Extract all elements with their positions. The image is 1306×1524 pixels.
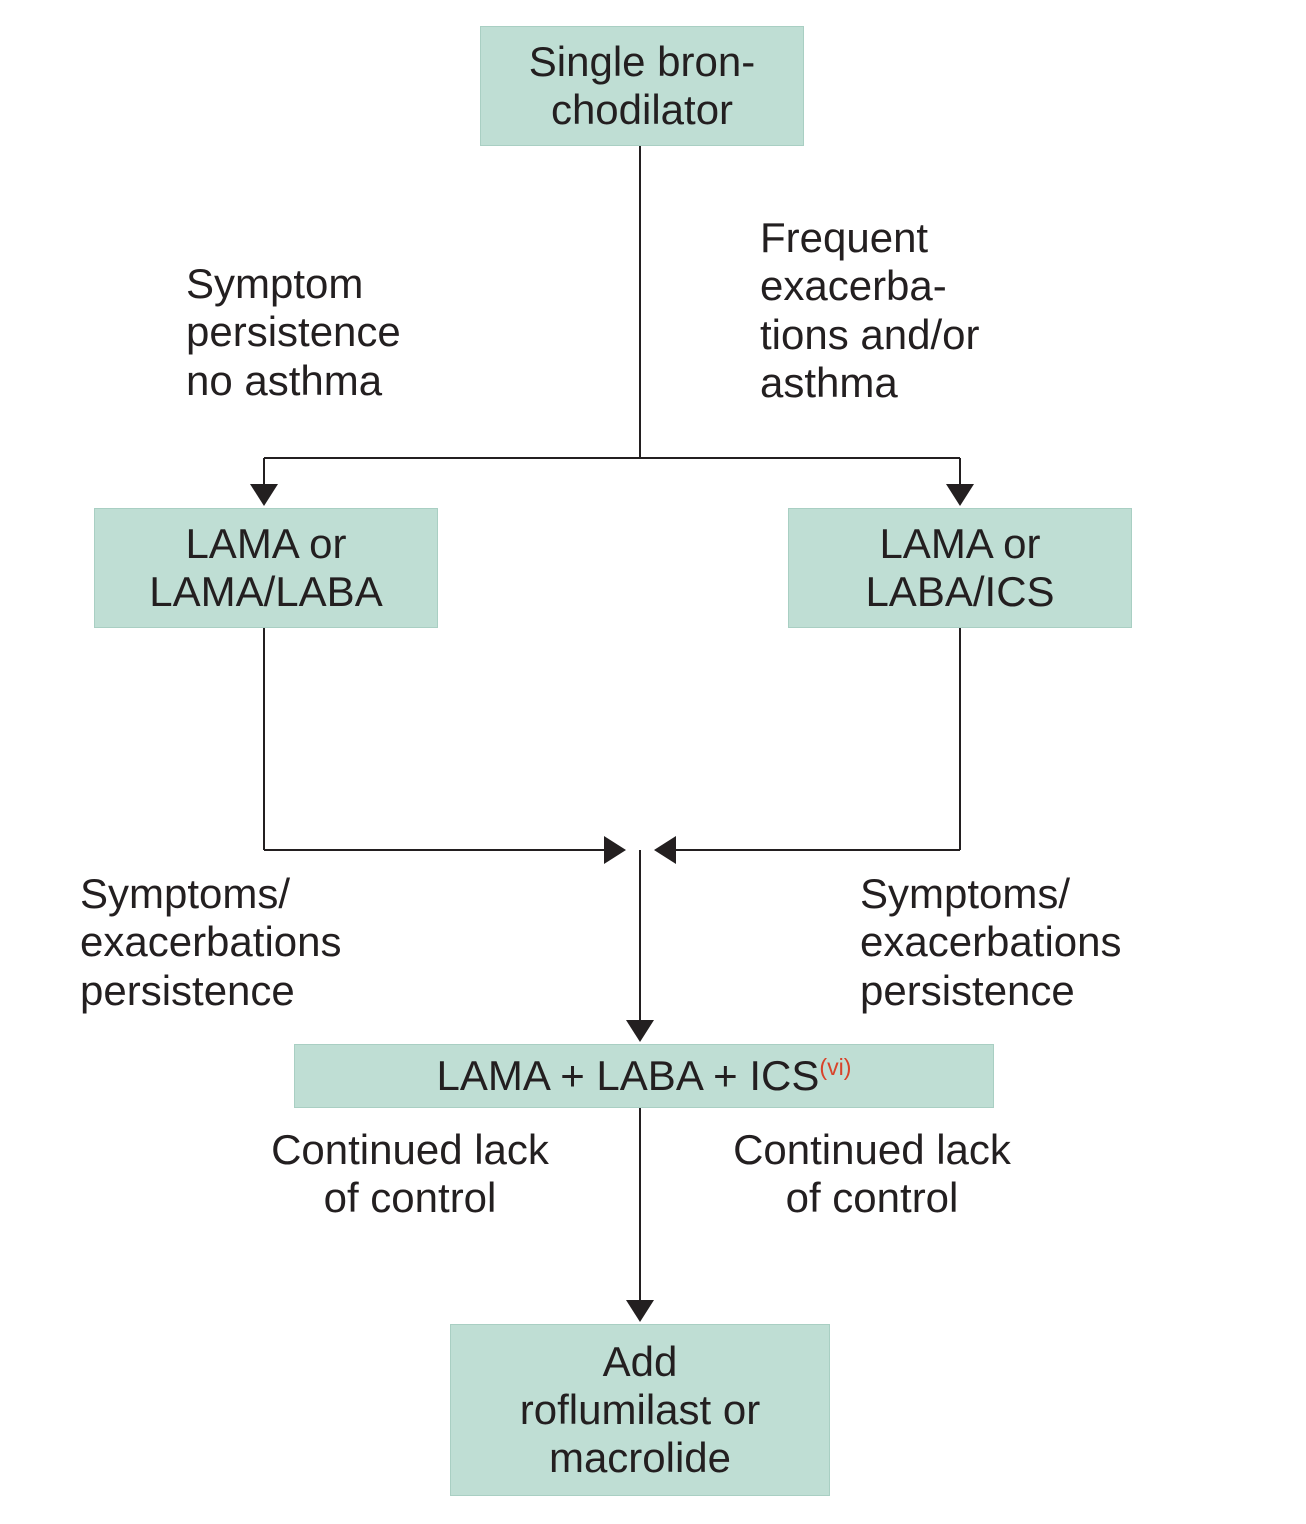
label-line: no asthma xyxy=(186,357,526,405)
node-text: LAMA or xyxy=(149,520,382,568)
label-line: Frequent xyxy=(760,214,1120,262)
label-line: exacerbations xyxy=(80,918,480,966)
node-text: Single bron- xyxy=(529,38,755,86)
node-lama-labaics: LAMA or LABA/ICS xyxy=(788,508,1132,628)
label-line: asthma xyxy=(760,359,1120,407)
edge-label-right-persistence: Symptoms/ exacerbations persistence xyxy=(860,870,1260,1015)
node-add-roflumilast: Add roflumilast or macrolide xyxy=(450,1324,830,1496)
label-line: persistence xyxy=(860,967,1260,1015)
edge-label-left-persistence: Symptoms/ exacerbations persistence xyxy=(80,870,480,1015)
edge-label-frequent-exacerbations: Frequent exacerba- tions and/or asthma xyxy=(760,214,1120,407)
node-text: chodilator xyxy=(529,86,755,134)
label-line: Symptoms/ xyxy=(860,870,1260,918)
label-line: persistence xyxy=(80,967,480,1015)
label-line: persistence xyxy=(186,308,526,356)
label-line: Symptoms/ xyxy=(80,870,480,918)
label-line: of control xyxy=(210,1174,610,1222)
node-text: roflumilast or xyxy=(520,1386,760,1434)
edge-label-lack-control-left: Continued lack of control xyxy=(210,1126,610,1223)
node-text: LAMA or xyxy=(865,520,1054,568)
edge-label-symptom-persistence: Symptom persistence no asthma xyxy=(186,260,526,405)
superscript-vi: (vi) xyxy=(819,1054,851,1080)
label-line: Continued lack xyxy=(210,1126,610,1174)
node-text: LAMA + LABA + ICS xyxy=(437,1052,820,1099)
label-line: Continued lack xyxy=(672,1126,1072,1174)
node-lama-lamalaba: LAMA or LAMA/LABA xyxy=(94,508,438,628)
node-triple-therapy: LAMA + LABA + ICS(vi) xyxy=(294,1044,994,1108)
edge-label-lack-control-right: Continued lack of control xyxy=(672,1126,1072,1223)
label-line: exacerbations xyxy=(860,918,1260,966)
label-line: of control xyxy=(672,1174,1072,1222)
label-line: tions and/or xyxy=(760,311,1120,359)
flowchart-canvas: Single bron- chodilator LAMA or LAMA/LAB… xyxy=(0,0,1306,1524)
node-text: LABA/ICS xyxy=(865,568,1054,616)
label-line: Symptom xyxy=(186,260,526,308)
node-text: macrolide xyxy=(520,1434,760,1482)
node-text: LAMA/LABA xyxy=(149,568,382,616)
label-line: exacerba- xyxy=(760,262,1120,310)
node-text: Add xyxy=(520,1338,760,1386)
node-single-bronchodilator: Single bron- chodilator xyxy=(480,26,804,146)
